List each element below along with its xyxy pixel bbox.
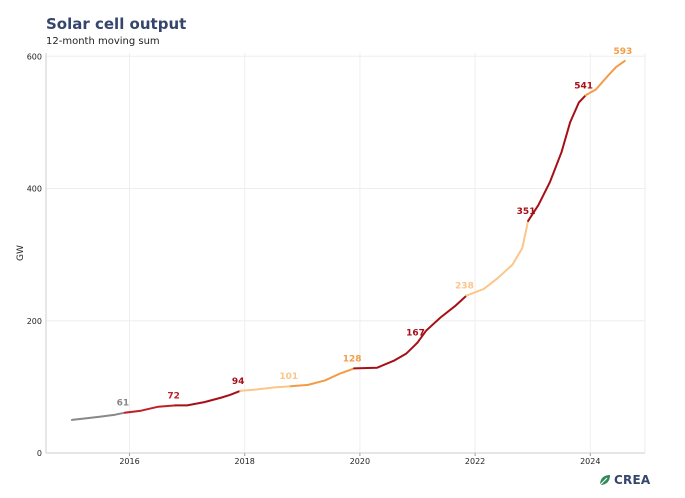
y-tick-label: 600 [27,52,42,61]
x-tick-label: 2018 [235,457,255,466]
series-segment-2024 [584,59,626,97]
series-segment-2022 [465,219,530,297]
data-label-351: 351 [517,207,536,217]
data-label-layer: 61 72 94 101 128 167 238 351 541 593 [117,47,633,409]
chart-title: Solar cell output [46,15,187,33]
series-line-layer [70,59,626,421]
series-segment-2017 [174,389,242,407]
data-label-101: 101 [279,372,298,382]
series-segment-2020 [353,341,419,370]
chart-subtitle: 12-month moving sum [46,36,160,47]
data-label-72: 72 [167,391,180,401]
data-label-238: 238 [455,282,474,292]
data-label-128: 128 [343,354,362,364]
y-tick-label: 400 [27,185,42,194]
crea-logo: CREA [598,473,650,487]
series-segment-2019 [289,367,356,388]
x-tick-label: 2016 [119,457,139,466]
x-tick-label: 2024 [580,457,600,466]
crea-logo-text: CREA [614,473,651,487]
series-segment-2015 [70,411,126,421]
data-label-61: 61 [117,399,130,409]
crea-leaf-icon [599,475,610,486]
grid-layer [46,53,645,453]
series-segment-2018 [239,385,292,392]
y-tick-label: 0 [37,449,42,458]
data-label-541: 541 [574,81,593,91]
axis-layer: 0 200 400 600 2016 2018 2020 2022 2024 GW [16,52,646,466]
x-tick-label: 2022 [465,457,485,466]
series-segment-2023 [527,94,587,222]
series-segment-2016 [123,404,177,414]
series-segment-2021 [416,294,468,344]
x-tick-label: 2020 [350,457,370,466]
data-label-593: 593 [613,47,632,57]
data-label-94: 94 [232,377,245,387]
y-tick-label: 200 [27,317,42,326]
y-axis-label: GW [16,245,26,261]
data-label-167: 167 [406,329,425,339]
